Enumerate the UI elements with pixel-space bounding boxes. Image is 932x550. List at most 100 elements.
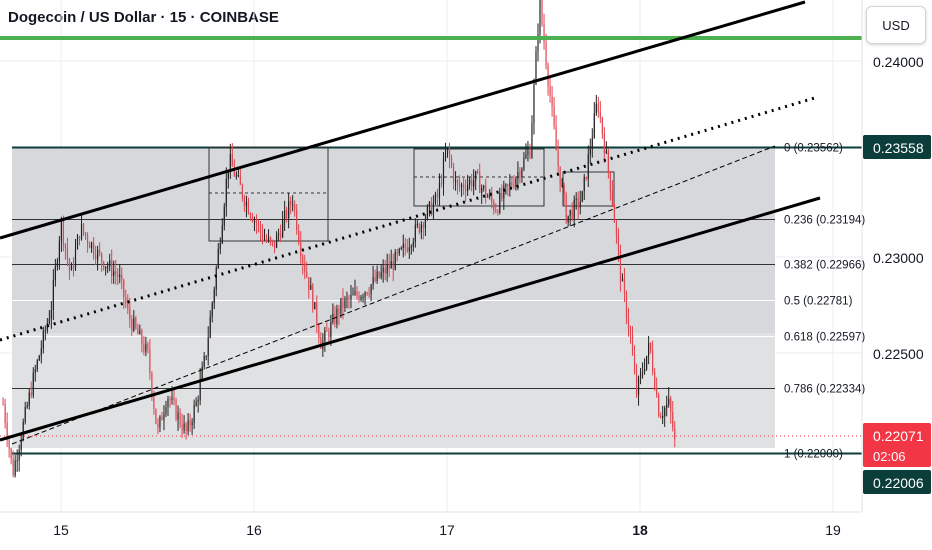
candle-body: [28, 392, 30, 406]
candle-body: [475, 171, 477, 181]
candle-body: [527, 150, 529, 155]
candle-body: [621, 278, 624, 282]
candle-body: [561, 185, 563, 187]
candle-body: [52, 280, 54, 310]
candle-body: [346, 298, 348, 300]
candle-body: [619, 250, 622, 282]
candle-body: [555, 126, 557, 151]
candle-body: [670, 398, 672, 413]
candle-body: [177, 412, 179, 420]
price-tick: 0.24000: [873, 54, 924, 70]
candle-body: [557, 150, 559, 167]
candle-body: [304, 263, 306, 272]
candle-body: [253, 220, 256, 222]
candle-body: [92, 242, 95, 255]
candle-body: [469, 179, 471, 185]
candle-body: [384, 267, 386, 274]
time-axis[interactable]: 15 16 17 18 19: [53, 522, 841, 538]
candle-body: [332, 313, 334, 322]
candle-body: [513, 185, 515, 187]
candle-body: [209, 316, 211, 338]
candle-body: [247, 201, 250, 214]
candle-body: [364, 292, 366, 297]
candle-body: [330, 321, 332, 337]
candle-body: [635, 372, 638, 395]
candle-body: [660, 416, 662, 418]
candle-body: [34, 369, 36, 373]
candle-body: [217, 248, 219, 268]
candle-body: [243, 197, 246, 207]
candle-body: [2, 404, 4, 405]
candle-body: [179, 412, 181, 425]
candle-body: [485, 185, 487, 198]
candle-body: [284, 210, 286, 221]
candle-body: [88, 243, 91, 249]
price-tick: 0.23000: [873, 250, 924, 266]
candle-body: [58, 240, 61, 262]
candle-body: [119, 274, 121, 277]
candle-body: [275, 234, 278, 248]
candle-body: [282, 220, 284, 238]
candle-body: [131, 319, 133, 331]
candle-body: [76, 235, 79, 250]
candle-body: [571, 209, 573, 219]
candle-body: [650, 342, 652, 351]
candle-body: [394, 252, 396, 270]
channel[interactable]: [0, 0, 821, 445]
candle-body: [410, 246, 412, 248]
candle-body: [583, 176, 585, 192]
candle-body: [519, 172, 521, 178]
candle-body: [70, 265, 73, 271]
candle-body: [302, 256, 304, 264]
candle-body: [406, 247, 408, 252]
candle-body: [24, 407, 26, 422]
candle-body: [643, 368, 646, 373]
candle-body: [543, 24, 545, 43]
candle-body: [378, 271, 380, 278]
candle-body: [350, 294, 352, 300]
candle-body: [400, 247, 402, 249]
candle-body: [181, 424, 183, 431]
channel-lower-line[interactable]: [0, 196, 821, 442]
candle-body: [165, 407, 167, 414]
candle-body: [115, 271, 117, 275]
candle-body: [306, 271, 308, 278]
candle-body: [456, 180, 459, 185]
candle-body: [257, 223, 260, 225]
candle-body: [414, 224, 416, 242]
candle-body: [103, 261, 105, 269]
candle-body: [187, 420, 189, 432]
candle-body: [22, 421, 24, 440]
candle-body: [229, 153, 231, 171]
candle-body: [662, 415, 664, 418]
candle-body: [157, 423, 159, 428]
candle-body: [203, 356, 205, 367]
candle-body: [32, 372, 34, 396]
candle-body: [191, 422, 193, 426]
candle-body: [605, 150, 607, 154]
candle-body: [652, 350, 654, 372]
candle-body: [84, 232, 87, 236]
fib-retracement[interactable]: 0 (0.23562) 0.236 (0.23194) 0.382 (0.22966…: [12, 143, 865, 461]
price-axis[interactable]: 0.24000 0.23000 0.22500: [873, 54, 924, 362]
candle-body: [551, 95, 553, 107]
candle-body: [404, 244, 406, 248]
candle-body: [479, 172, 481, 193]
candle-body: [358, 295, 360, 300]
candle-body: [452, 166, 455, 183]
candle-body: [559, 166, 561, 186]
trend-dashed-line[interactable]: [11, 145, 776, 445]
candle-body: [477, 171, 479, 173]
channel-upper-line[interactable]: [0, 0, 806, 240]
candle-body: [440, 182, 443, 185]
candle-body: [40, 348, 42, 356]
candle-body: [656, 389, 658, 395]
candle-body: [402, 244, 404, 248]
candle-body: [74, 249, 77, 269]
candle-body: [668, 398, 670, 405]
candle-body: [235, 175, 237, 177]
currency-button[interactable]: USD: [866, 6, 926, 44]
candle-body: [666, 404, 668, 409]
candle-body: [613, 205, 616, 223]
